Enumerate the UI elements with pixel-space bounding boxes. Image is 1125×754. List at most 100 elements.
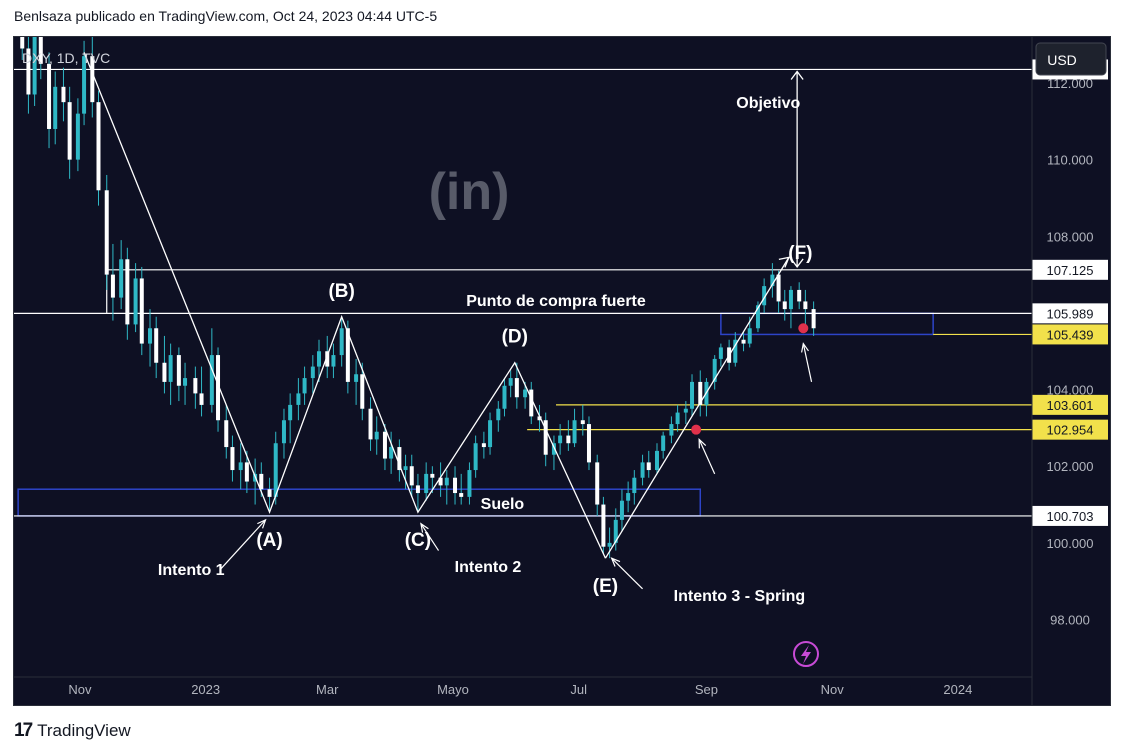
candle-body <box>317 351 322 367</box>
lightning-icon[interactable] <box>793 641 819 667</box>
candle-body <box>162 362 167 382</box>
arrow-head <box>778 256 790 268</box>
candle-body <box>397 447 402 471</box>
candle-body <box>199 393 204 405</box>
candle-body <box>139 278 144 344</box>
objetivo-arrow-heads <box>790 70 804 269</box>
time-tick-label: 2024 <box>943 682 972 697</box>
chart[interactable]: 112.000 110.000 108.000 104.000 102.000 100.0… <box>14 0 1110 705</box>
candle-body <box>409 466 414 486</box>
candle-body <box>244 462 249 482</box>
candle-body <box>595 462 600 505</box>
candle-body <box>537 416 542 421</box>
price-level-label: 107.125 <box>1047 263 1094 278</box>
suelo-label: Suelo <box>481 496 525 513</box>
price-tick-label: 108.000 <box>1047 229 1094 244</box>
pointer-arrow <box>219 519 266 571</box>
candle-body <box>619 500 624 520</box>
chart-panel[interactable]: 112.000 110.000 108.000 104.000 102.000 100.0… <box>13 0 1111 706</box>
price-level-label: 100.703 <box>1047 509 1094 524</box>
candle-body <box>467 470 472 497</box>
candle-body <box>82 56 87 114</box>
pivot-label: (B) <box>328 281 354 302</box>
time-tick-label: Nov <box>68 682 92 697</box>
tradingview-logo-icon: 17 <box>14 720 33 741</box>
pointer-arrow <box>802 343 813 383</box>
candle-body <box>453 477 458 494</box>
candle-body <box>601 504 606 547</box>
currency-label: USD <box>1047 52 1077 68</box>
candle-body <box>661 435 666 451</box>
candle-body <box>613 519 618 543</box>
candle-body <box>259 473 264 490</box>
pivot-label: (C) <box>405 530 431 551</box>
price-axis: 112.000 110.000 108.000 104.000 102.000 100.0… <box>1032 59 1108 628</box>
brand-label: TradingView <box>37 721 131 740</box>
candle-body <box>288 404 293 421</box>
intento2-label: Intento 2 <box>455 559 522 576</box>
price-tick-label: 100.000 <box>1047 536 1094 551</box>
candle-body <box>38 33 43 64</box>
candle-body <box>797 289 802 302</box>
annotations: (A) (B) (C) (D) (E) (F) Objetivo Punto de compr… <box>158 95 813 605</box>
price-level-label: 102.954 <box>1047 423 1094 438</box>
candle-body <box>209 355 214 405</box>
candle-body <box>640 462 645 478</box>
price-tick-label: 104.000 <box>1047 383 1094 398</box>
breakout-line <box>604 257 790 559</box>
candle-body <box>310 366 315 379</box>
candle-body <box>572 420 577 444</box>
candle-body <box>53 86 58 129</box>
candle-body <box>345 328 350 382</box>
candle-body <box>125 259 130 325</box>
candle-body <box>273 443 278 497</box>
candle-body <box>96 102 101 191</box>
candle-body <box>675 412 680 425</box>
candle-body <box>325 351 330 367</box>
price-tick-label: 112.000 <box>1047 76 1093 91</box>
pointer-arrow-head <box>610 557 621 567</box>
candle-body <box>331 355 336 367</box>
candle-body <box>747 328 752 344</box>
candle-body <box>360 374 365 409</box>
candle-body <box>281 420 286 444</box>
candle-body <box>67 102 72 160</box>
candle-body <box>224 420 229 448</box>
candle-body <box>110 274 115 298</box>
candle-body <box>168 355 173 382</box>
zigzag-line <box>83 52 607 559</box>
candle-body <box>176 355 181 386</box>
pivot-label: (F) <box>788 243 812 264</box>
candle-body <box>654 450 659 471</box>
candle-body <box>733 339 738 363</box>
time-tick-label: Sep <box>695 682 718 697</box>
pointer-arrow <box>420 523 440 551</box>
candle-body <box>183 378 188 386</box>
candle-body <box>488 420 493 448</box>
entry-point <box>798 323 809 334</box>
currency-button[interactable]: USD <box>1035 42 1107 76</box>
candle-body <box>762 286 767 306</box>
candle-body <box>415 485 420 494</box>
candle-body <box>481 443 486 448</box>
candle-body <box>444 477 449 486</box>
pivot-label: (D) <box>502 327 528 348</box>
objetivo-label: Objetivo <box>736 95 800 112</box>
entry-point <box>691 424 702 435</box>
candle-body <box>154 328 159 363</box>
tradingview-brand[interactable]: 17 TradingView <box>14 720 131 742</box>
pivot-label: (E) <box>593 576 618 597</box>
publication-caption: Benlsaza publicado en TradingView.com, O… <box>14 8 438 24</box>
price-level-tag <box>1032 419 1108 440</box>
candle-body <box>354 374 359 382</box>
candle-body <box>20 14 25 49</box>
candle-body <box>374 431 379 440</box>
candle-body <box>523 389 528 398</box>
candle-body <box>339 328 344 356</box>
candle-body <box>238 462 243 471</box>
candle-body <box>119 259 124 298</box>
candle-body <box>811 309 816 329</box>
time-tick-label: 2023 <box>191 682 220 697</box>
candle-body <box>26 48 31 95</box>
candle-body <box>502 385 507 409</box>
